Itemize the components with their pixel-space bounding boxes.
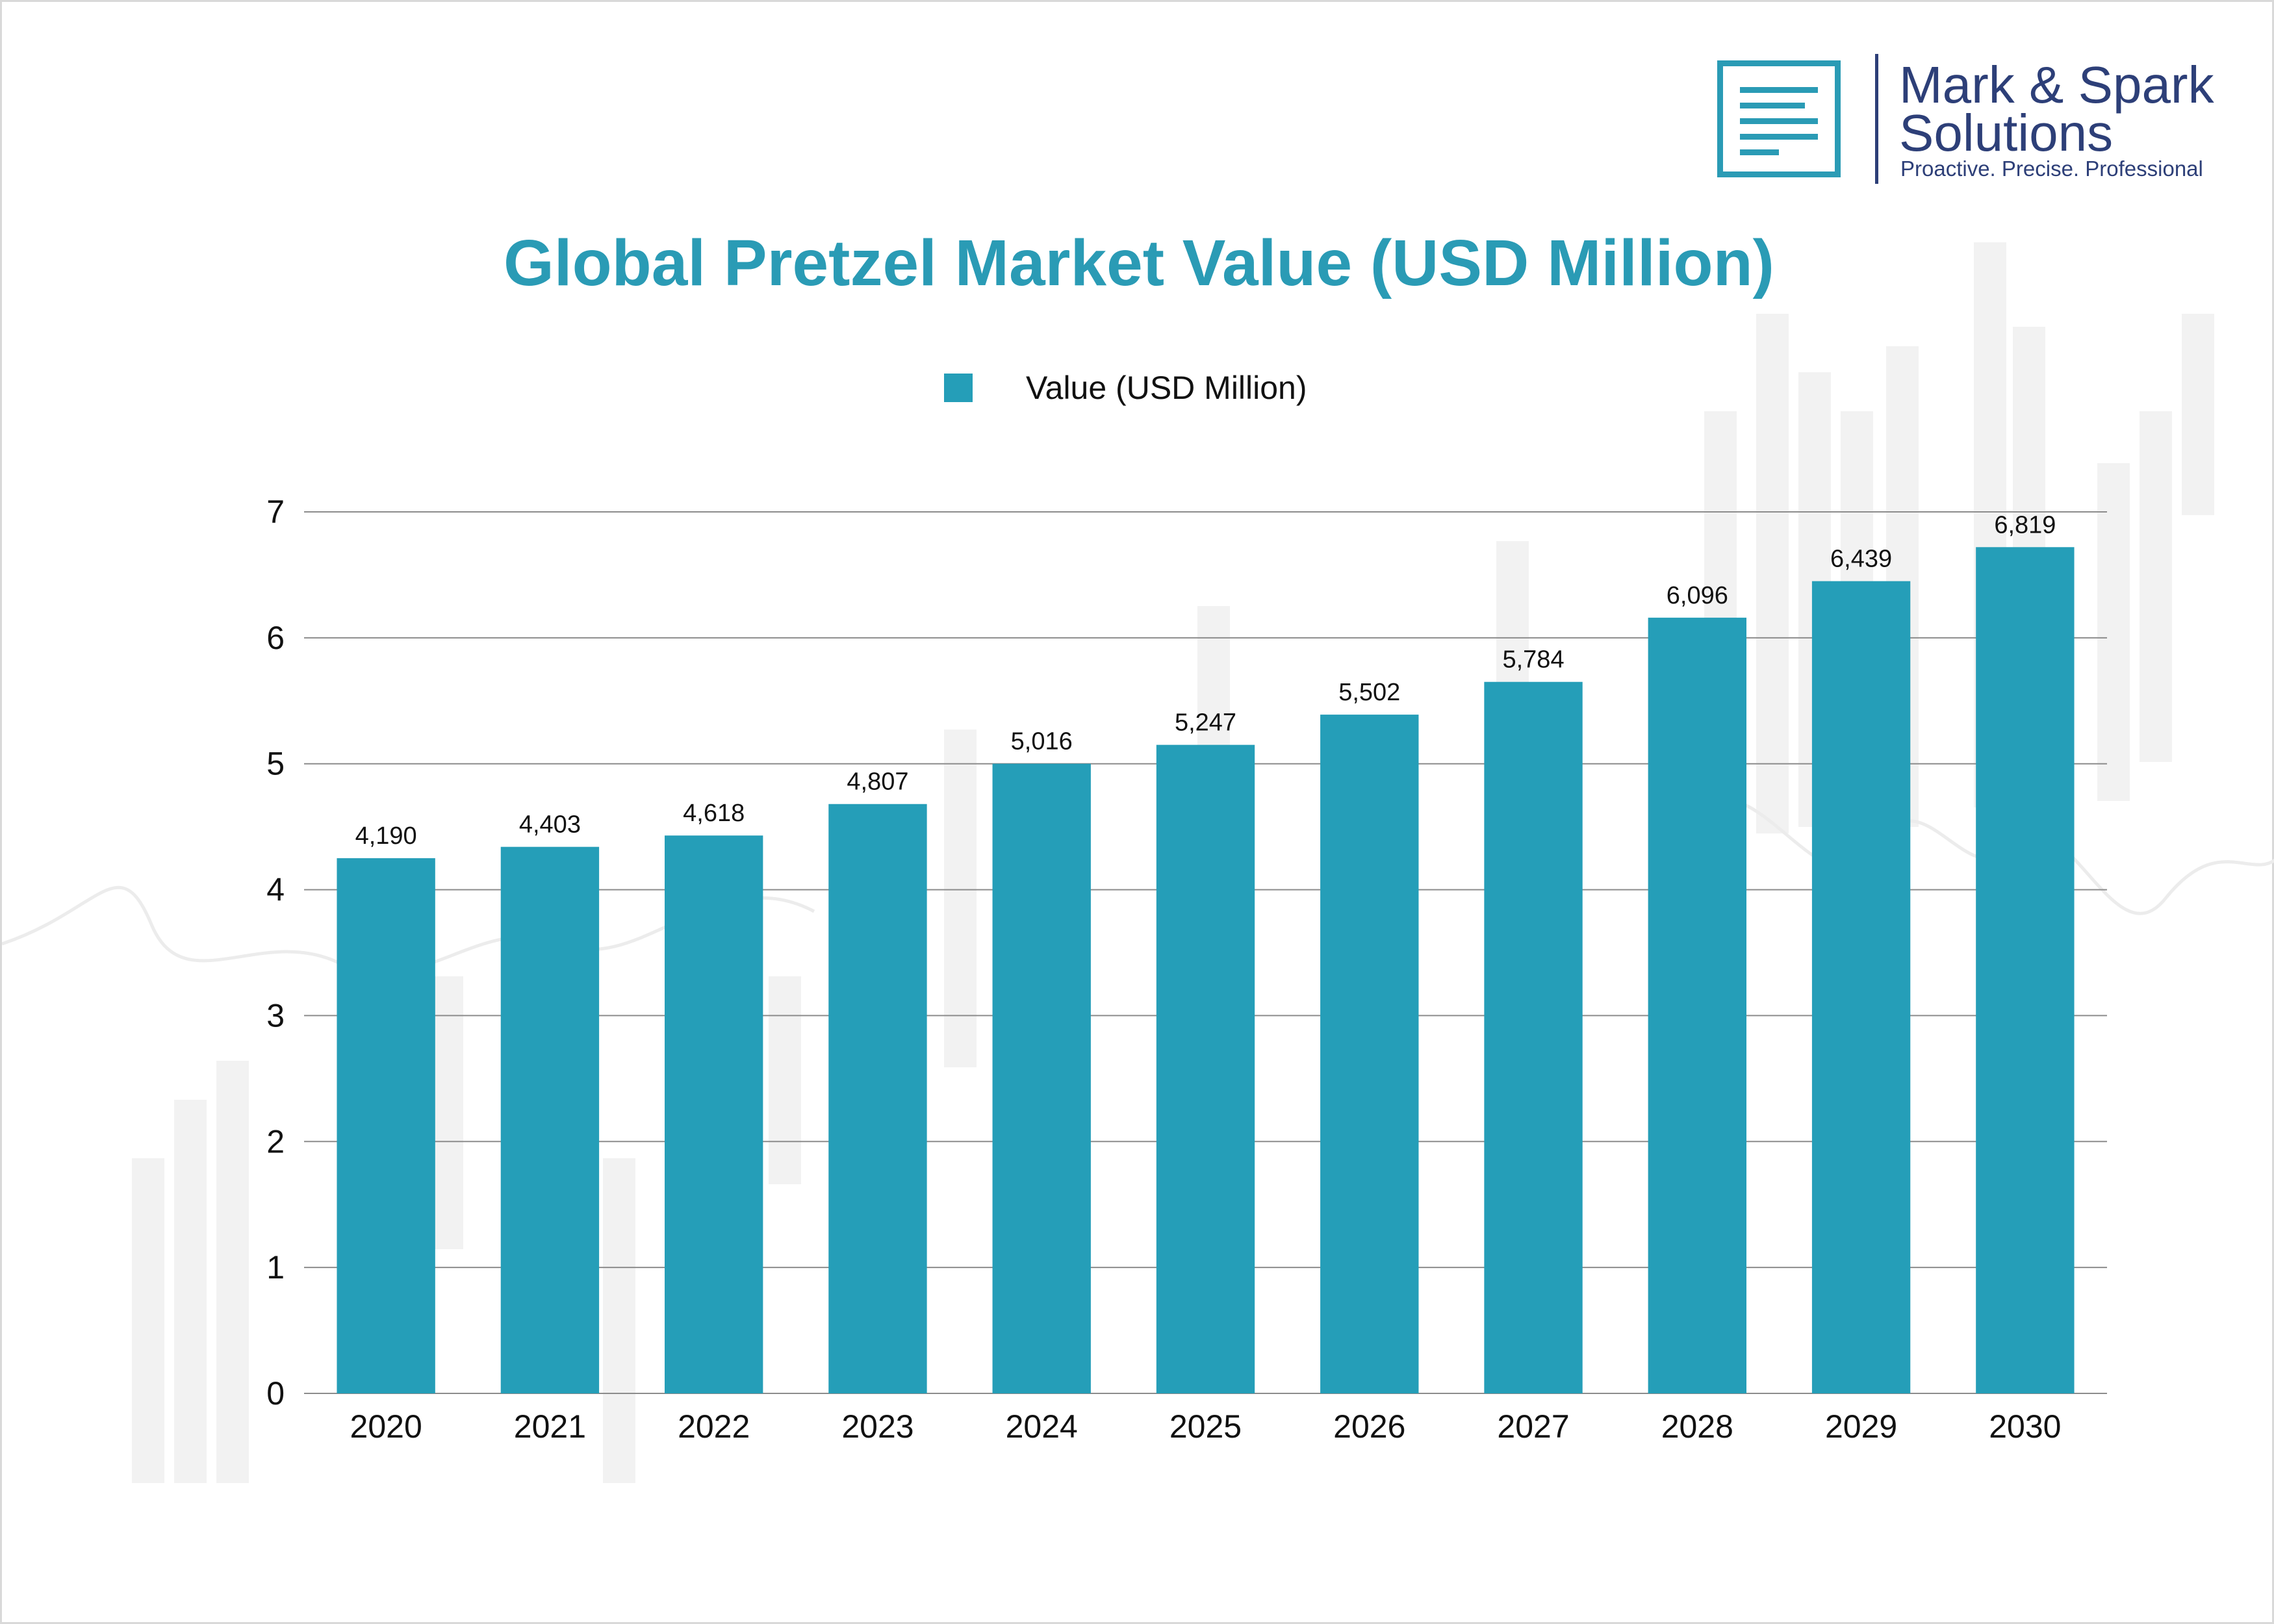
bar xyxy=(1811,581,1911,1394)
bar xyxy=(1320,715,1419,1393)
y-tick-label: 1 xyxy=(266,1249,285,1286)
data-label: 5,016 xyxy=(1011,728,1073,755)
legend-label: Value (USD Million) xyxy=(1026,370,1307,406)
y-tick-label: 4 xyxy=(266,872,285,908)
y-tick-label: 3 xyxy=(266,997,285,1034)
x-tick-label: 2029 xyxy=(1825,1408,1897,1445)
logo-divider xyxy=(1875,54,1878,184)
x-tick-label: 2028 xyxy=(1661,1408,1733,1445)
data-label: 4,618 xyxy=(683,800,745,827)
brand-name-line2: Solutions xyxy=(1899,104,2114,162)
data-label: 6,439 xyxy=(1830,546,1892,573)
bar xyxy=(1976,547,2075,1393)
x-axis-ticks: 2020 2021 2022 2023 2024 2025 2026 2027 2028 2029… xyxy=(350,1408,2062,1445)
x-tick-label: 2023 xyxy=(841,1408,913,1445)
data-label: 5,784 xyxy=(1502,646,1564,674)
bar xyxy=(1648,617,1746,1393)
bar xyxy=(1156,744,1255,1393)
bar xyxy=(337,858,435,1393)
y-tick-label: 6 xyxy=(266,620,285,656)
document-lines-icon xyxy=(1717,60,1841,177)
x-tick-label: 2024 xyxy=(1006,1408,1078,1445)
chart-title: Global Pretzel Market Value (USD Million… xyxy=(504,227,1774,299)
data-labels: 4,190 4,403 4,618 4,807 5,016 5,247 5,502 5,784… xyxy=(355,511,2056,850)
y-tick-label: 7 xyxy=(266,494,285,530)
bars xyxy=(337,547,2075,1394)
x-tick-label: 2030 xyxy=(1989,1408,2061,1445)
x-tick-label: 2020 xyxy=(350,1408,422,1445)
x-tick-label: 2026 xyxy=(1333,1408,1405,1445)
x-tick-label: 2021 xyxy=(514,1408,586,1445)
data-label: 5,502 xyxy=(1338,679,1400,706)
data-label: 4,403 xyxy=(519,811,581,839)
y-axis-ticks: 0 1 2 3 4 5 6 7 xyxy=(266,494,285,1412)
x-tick-label: 2027 xyxy=(1497,1408,1569,1445)
brand-tagline: Proactive. Precise. Professional xyxy=(1900,157,2203,181)
bar xyxy=(665,835,763,1393)
brand-logo: Mark & Spark Solutions Proactive. Precis… xyxy=(1717,54,2237,190)
data-label: 4,807 xyxy=(847,768,908,796)
bar xyxy=(500,846,600,1393)
data-label: 6,096 xyxy=(1667,582,1728,609)
data-label: 4,190 xyxy=(355,822,417,850)
y-tick-label: 5 xyxy=(266,746,285,782)
y-tick-label: 2 xyxy=(266,1123,285,1160)
bar xyxy=(828,804,927,1393)
data-label: 5,247 xyxy=(1175,709,1236,737)
x-tick-label: 2025 xyxy=(1169,1408,1242,1445)
brand-name-line1: Mark & Spark xyxy=(1899,56,2214,114)
data-label: 6,819 xyxy=(1994,511,2056,539)
legend-swatch xyxy=(944,374,973,402)
y-tick-label: 0 xyxy=(266,1375,285,1412)
bar xyxy=(992,763,1091,1393)
bar xyxy=(1484,681,1583,1393)
x-tick-label: 2022 xyxy=(678,1408,750,1445)
